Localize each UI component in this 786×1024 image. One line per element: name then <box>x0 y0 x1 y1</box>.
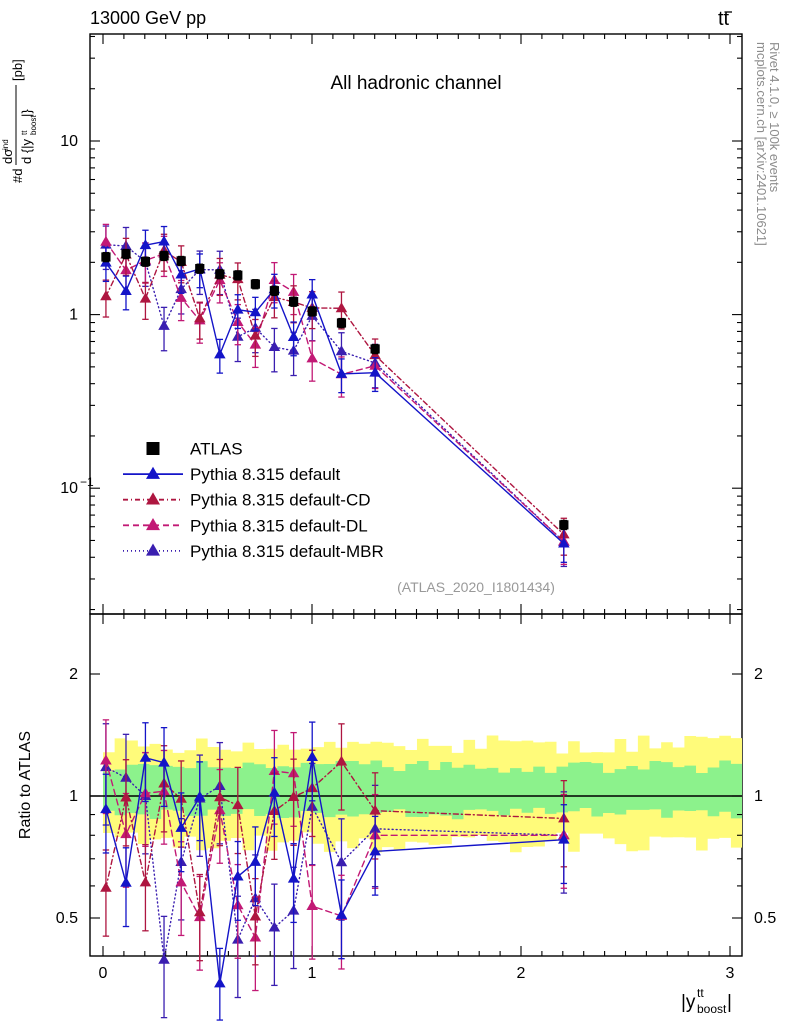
svg-text:13000 GeV pp: 13000 GeV pp <box>90 8 206 28</box>
svg-text:Rivet 4.1.0, ≥ 100k events: Rivet 4.1.0, ≥ 100k events <box>767 42 782 193</box>
svg-text:2: 2 <box>754 666 763 683</box>
svg-text:0: 0 <box>99 965 108 982</box>
svg-text:ATLAS: ATLAS <box>190 440 243 459</box>
svg-text:|y: |y <box>681 992 696 1013</box>
svg-text:1: 1 <box>69 307 78 324</box>
svg-text:10: 10 <box>60 133 78 150</box>
svg-text:|: | <box>727 992 732 1013</box>
svg-text:3: 3 <box>726 965 735 982</box>
svg-text:1: 1 <box>754 788 763 805</box>
svg-text:#d: #d <box>10 169 25 183</box>
svg-text:boost: boost <box>697 1002 727 1016</box>
svg-text:Ratio to ATLAS: Ratio to ATLAS <box>17 731 34 839</box>
svg-text:d {|y: d {|y <box>19 138 34 164</box>
svg-text:2: 2 <box>69 666 78 683</box>
svg-text:ind: ind <box>1 139 10 150</box>
svg-text:Pythia 8.315 default-CD: Pythia 8.315 default-CD <box>190 491 371 510</box>
svg-text:Pythia 8.315 default-MBR: Pythia 8.315 default-MBR <box>190 542 384 561</box>
svg-text:2: 2 <box>517 965 526 982</box>
svg-text:0.5: 0.5 <box>754 910 776 927</box>
svg-text:(ATLAS_2020_I1801434): (ATLAS_2020_I1801434) <box>397 579 555 595</box>
svg-text:tt: tt <box>718 8 730 30</box>
svg-text:[pb]: [pb] <box>10 59 25 81</box>
svg-text:mcplots.cern.ch [arXiv:2401.10: mcplots.cern.ch [arXiv:2401.10621] <box>754 42 769 246</box>
svg-text:1: 1 <box>69 788 78 805</box>
svg-text:−1: −1 <box>80 475 94 489</box>
svg-text:Pythia 8.315 default: Pythia 8.315 default <box>190 465 341 484</box>
svg-text:|}: |} <box>19 109 34 117</box>
svg-text:10: 10 <box>60 480 78 497</box>
svg-text:0.5: 0.5 <box>56 910 78 927</box>
svg-text:1: 1 <box>308 965 317 982</box>
svg-text:Pythia 8.315 default-DL: Pythia 8.315 default-DL <box>190 516 368 535</box>
svg-text:dσ: dσ <box>0 149 15 164</box>
svg-text:tt: tt <box>20 130 29 135</box>
svg-text:All hadronic channel: All hadronic channel <box>330 73 501 94</box>
svg-text:tt: tt <box>697 986 704 1000</box>
